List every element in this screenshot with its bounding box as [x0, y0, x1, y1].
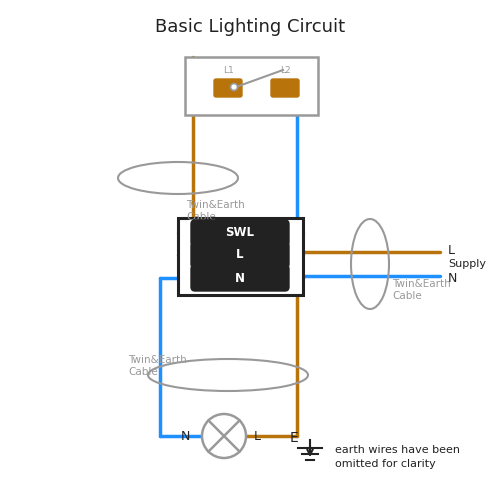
Text: L2: L2: [280, 66, 290, 75]
FancyBboxPatch shape: [214, 79, 242, 97]
Text: Twin&Earth
Cable: Twin&Earth Cable: [392, 279, 451, 300]
Text: N: N: [235, 272, 245, 284]
Text: Basic Lighting Circuit: Basic Lighting Circuit: [155, 18, 345, 36]
FancyBboxPatch shape: [191, 265, 289, 291]
Circle shape: [230, 84, 237, 90]
Text: L1: L1: [222, 66, 234, 75]
Text: N: N: [180, 430, 190, 442]
Text: E: E: [289, 431, 298, 445]
Text: earth wires have been
omitted for clarity: earth wires have been omitted for clarit…: [335, 445, 460, 469]
FancyBboxPatch shape: [185, 57, 318, 115]
Text: L: L: [236, 248, 244, 262]
Text: Supply: Supply: [448, 259, 486, 269]
FancyBboxPatch shape: [271, 79, 299, 97]
FancyBboxPatch shape: [191, 242, 289, 268]
Text: Twin&Earth
Cable: Twin&Earth Cable: [128, 355, 187, 376]
Text: SWL: SWL: [226, 226, 254, 239]
Text: L: L: [254, 430, 261, 442]
Text: N: N: [448, 272, 458, 284]
Text: L: L: [448, 244, 455, 256]
FancyBboxPatch shape: [178, 218, 303, 295]
Text: Twin&Earth
Cable: Twin&Earth Cable: [186, 200, 245, 222]
Circle shape: [202, 414, 246, 458]
FancyBboxPatch shape: [191, 220, 289, 246]
